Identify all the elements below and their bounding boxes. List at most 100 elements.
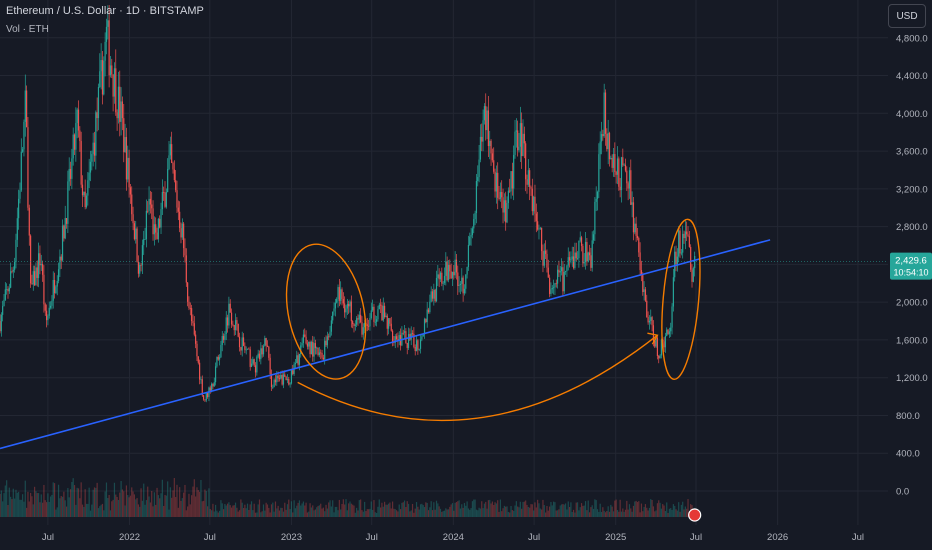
candle-body: [30, 235, 32, 284]
candle-body: [517, 130, 519, 151]
candle-body: [694, 256, 696, 269]
candle-body: [427, 309, 430, 313]
volume-bar: [405, 507, 407, 517]
volume-bar: [268, 507, 270, 517]
candle-body: [485, 106, 487, 131]
candle-body: [89, 161, 92, 173]
volume-bar: [124, 505, 126, 517]
candle-body: [422, 334, 424, 337]
candle-body: [648, 320, 651, 323]
candle-body: [380, 304, 382, 306]
candle-body: [144, 239, 146, 240]
volume-bar: [502, 508, 504, 517]
volume-bar: [615, 499, 617, 517]
candle-body: [8, 287, 10, 292]
candle-body: [173, 169, 175, 181]
volume-bar: [105, 482, 108, 517]
candle-body: [688, 236, 690, 247]
volume-bar: [22, 494, 24, 517]
volume-bar: [356, 507, 358, 517]
candle-body: [612, 154, 615, 168]
candle-body: [210, 383, 213, 391]
candle-body: [148, 198, 150, 211]
candle-body: [390, 323, 392, 331]
volume-bar: [49, 496, 52, 517]
candle-body: [471, 228, 474, 236]
candle-body: [252, 359, 254, 364]
candle-body: [228, 303, 230, 326]
candle-body: [68, 168, 70, 182]
volume-indicator-label[interactable]: Vol · ETH: [6, 24, 49, 35]
volume-bar: [490, 503, 492, 517]
volume-bar: [329, 500, 331, 517]
volume-bar: [85, 503, 88, 517]
volume-bar: [415, 502, 418, 517]
volume-bar: [364, 501, 366, 517]
candle-body: [352, 321, 354, 325]
volume-bar: [499, 499, 501, 517]
candle-body: [370, 310, 372, 319]
bar-countdown: 10:54:10: [893, 268, 928, 278]
candle-body: [253, 359, 255, 366]
event-marker-icon[interactable]: [688, 508, 702, 522]
volume-bar: [84, 489, 86, 517]
candle-body: [501, 192, 503, 198]
volume-bar: [485, 501, 487, 517]
volume-bar: [236, 507, 238, 517]
candle-body: [658, 355, 660, 359]
volume-bar: [664, 510, 666, 517]
volume-bar: [153, 492, 155, 517]
volume-bar: [65, 506, 68, 517]
candle-body: [49, 305, 52, 308]
candle-body: [511, 171, 513, 189]
volume-bar: [262, 504, 265, 517]
candle-body: [655, 337, 657, 347]
candle-body: [100, 60, 102, 72]
volume-bar: [542, 499, 544, 517]
volume-bar: [622, 508, 624, 517]
volume-bar: [261, 511, 263, 517]
volume-bar: [253, 503, 255, 517]
volume-bar: [14, 498, 16, 517]
volume-bar: [304, 505, 306, 517]
candle-body: [281, 374, 283, 385]
volume-bar: [222, 509, 225, 517]
candle-body: [345, 308, 347, 313]
volume-bar: [199, 491, 201, 517]
candle-body: [105, 26, 108, 42]
volume-bar: [670, 508, 672, 517]
volume-bar: [341, 504, 343, 517]
volume-bar: [545, 512, 547, 517]
volume-bar: [144, 504, 146, 517]
volume-bar: [467, 508, 470, 517]
annotation-arrow: [297, 334, 658, 422]
candle-body: [454, 259, 456, 276]
currency-button[interactable]: USD: [888, 4, 926, 28]
y-axis-tick-label: 3,200.0: [896, 184, 928, 195]
volume-bar: [478, 507, 480, 517]
candle-body: [623, 164, 625, 166]
volume-bar: [626, 500, 628, 517]
candle-body: [470, 235, 472, 237]
candle-body: [664, 336, 666, 348]
candle-body: [4, 289, 6, 300]
volume-bar: [619, 499, 621, 517]
candle-body: [221, 336, 223, 346]
candle-body: [282, 374, 285, 385]
volume-bar: [421, 503, 423, 517]
volume-bar: [229, 505, 231, 517]
candle-body: [153, 224, 155, 235]
volume-bar: [642, 511, 644, 517]
volume-bar: [96, 482, 98, 517]
volume-bar: [340, 509, 342, 517]
volume-bar: [358, 500, 360, 517]
y-axis-tick-label: 4,800.0: [896, 33, 928, 44]
candle-body: [103, 60, 105, 95]
candle-body: [690, 246, 692, 270]
candle-body: [672, 277, 674, 307]
volume-bar: [37, 493, 40, 517]
volume-bar: [410, 510, 412, 517]
candle-body: [332, 311, 334, 321]
